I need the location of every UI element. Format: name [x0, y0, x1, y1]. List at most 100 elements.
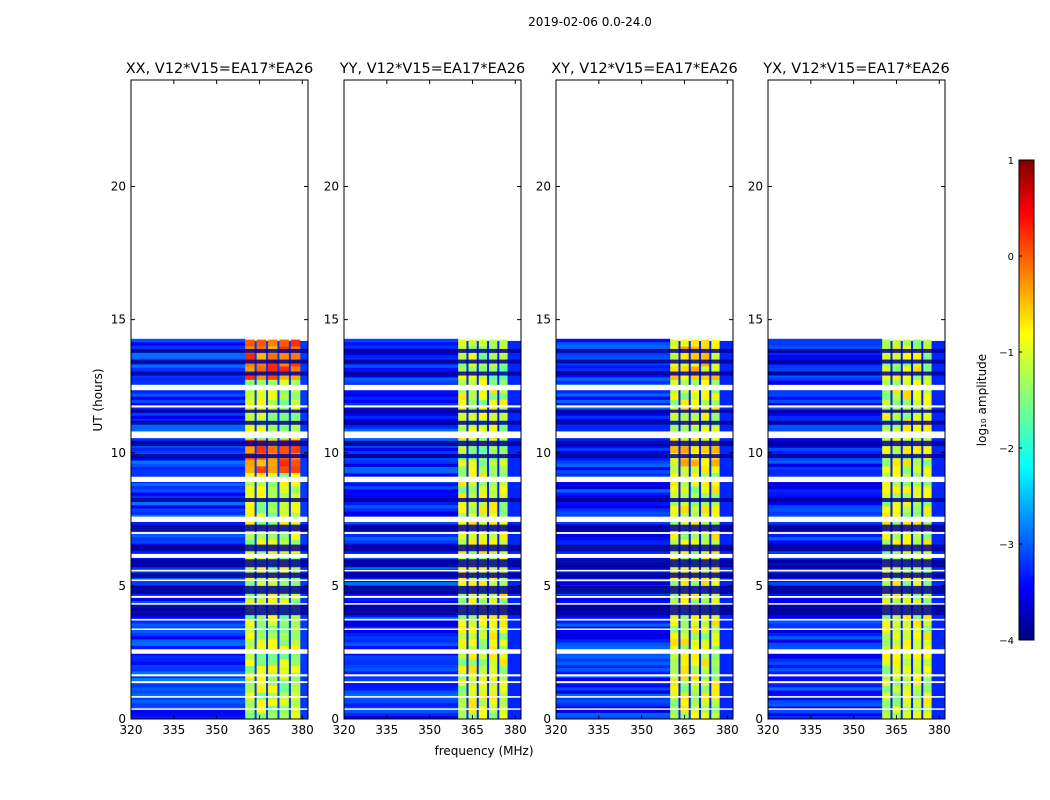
band-cell: [913, 399, 922, 407]
band-cell: [680, 379, 689, 387]
band-cell: [458, 632, 467, 640]
flagged-band: [556, 603, 733, 605]
spectrogram-strip: [556, 367, 671, 372]
band-cell: [499, 565, 508, 573]
band-cell: [902, 699, 912, 706]
band-cell: [256, 532, 267, 540]
band-cell: [711, 579, 720, 587]
spectrogram-strip: [768, 463, 883, 467]
spectrogram-strip: [768, 642, 883, 646]
band-cell: [882, 652, 891, 660]
figure-suptitle: 2019-02-06 0.0-24.0: [528, 15, 652, 29]
spectrogram-strip: [131, 338, 246, 343]
band-cell: [690, 499, 700, 507]
band-cell: [268, 685, 278, 693]
band-cell: [290, 352, 301, 360]
band-cell: [290, 472, 301, 480]
band-cell: [882, 612, 891, 620]
band-cell: [701, 685, 710, 693]
spectrogram-strip: [131, 549, 246, 554]
band-cell: [670, 539, 679, 547]
band-cell: [499, 539, 508, 547]
band-cell: [279, 699, 289, 706]
spectrogram-strip: [768, 425, 883, 429]
band-cell: [670, 339, 679, 347]
spectrogram-strip: [131, 501, 246, 506]
spectrogram-strip: [556, 488, 671, 493]
band-cell: [245, 486, 255, 493]
band-cell: [711, 599, 720, 607]
band-cell: [279, 479, 289, 487]
band-cell: [923, 372, 932, 380]
spectrogram-strip: [768, 437, 883, 442]
y-tick-label: 20: [324, 180, 339, 194]
dark-band: [131, 604, 308, 616]
band-cell: [279, 492, 289, 500]
band-cell: [711, 466, 720, 474]
band-cell: [670, 639, 679, 647]
band-cell: [923, 426, 932, 434]
spectrogram-strip: [131, 364, 246, 368]
spectrogram-strip: [556, 549, 671, 554]
flagged-band: [768, 696, 945, 698]
spectrogram-strip: [556, 655, 671, 659]
band-cell: [690, 379, 700, 387]
band-cell: [245, 579, 255, 587]
flagged-band: [344, 553, 521, 558]
spectrogram-strip: [344, 364, 459, 368]
band-cell: [680, 499, 689, 507]
band-cell: [913, 579, 922, 587]
band-cell: [902, 492, 912, 500]
spectrogram-strip: [556, 520, 671, 525]
band-cell: [489, 632, 498, 640]
dark-band: [556, 348, 733, 353]
band-cell: [256, 659, 267, 667]
band-cell: [489, 659, 498, 667]
spectrogram-strip: [556, 639, 671, 643]
flagged-band: [131, 681, 308, 684]
dark-band: [344, 409, 521, 413]
band-cell: [478, 519, 488, 527]
band-cell: [913, 685, 922, 693]
band-cell: [690, 579, 700, 587]
spectrogram-strip: [131, 712, 246, 717]
band-cell: [711, 632, 720, 640]
band-cell: [499, 639, 508, 647]
spectrogram-strip: [556, 399, 671, 403]
band-cell: [690, 412, 700, 420]
flagged-bands: [768, 384, 945, 710]
band-cell: [489, 532, 498, 540]
y-tick-label: 10: [324, 446, 339, 460]
band-cell: [670, 412, 679, 420]
band-cell: [489, 372, 498, 380]
band-cell: [670, 659, 679, 667]
plot-frame: [130, 79, 309, 720]
spectrogram-strip: [131, 405, 246, 410]
band-cell: [913, 632, 922, 640]
spectrogram-strip: [556, 402, 671, 407]
band-cell: [458, 492, 467, 500]
band-cell: [701, 506, 710, 513]
band-cell: [256, 619, 267, 627]
band-cell: [478, 692, 488, 700]
band-cell: [468, 632, 477, 640]
band-cell: [711, 426, 720, 434]
spectrogram-strip: [131, 425, 246, 429]
band-cell: [499, 499, 508, 507]
spectrogram-strip: [344, 482, 459, 487]
band-cell: [913, 392, 922, 400]
band-cell: [245, 392, 255, 400]
band-cell: [913, 459, 922, 467]
band-cell: [245, 519, 255, 527]
band-cell: [913, 539, 922, 547]
spectrogram-strip: [556, 715, 671, 720]
band-cell: [279, 486, 289, 493]
spectrogram-strip: [131, 447, 246, 451]
band-cell: [670, 519, 679, 527]
spectrogram-strip: [556, 380, 671, 384]
band-cell: [882, 632, 891, 640]
band-cell: [279, 685, 289, 693]
band-cell: [902, 612, 912, 620]
band-cell: [290, 506, 301, 513]
dark-band: [768, 498, 945, 503]
